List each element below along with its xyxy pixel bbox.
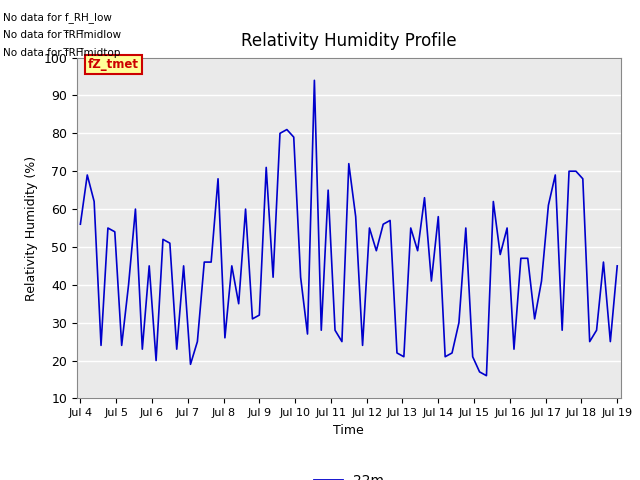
Legend: 22m: 22m [308,468,389,480]
Text: No data for f_RH_low: No data for f_RH_low [3,12,112,23]
Title: Relativity Humidity Profile: Relativity Humidity Profile [241,33,456,50]
Text: No data for f̅RH̅midtop: No data for f̅RH̅midtop [3,48,120,59]
X-axis label: Time: Time [333,424,364,437]
Text: fZ_tmet: fZ_tmet [88,58,139,71]
Text: No data for f̅RH̅midlow: No data for f̅RH̅midlow [3,30,122,40]
Y-axis label: Relativity Humidity (%): Relativity Humidity (%) [25,156,38,300]
